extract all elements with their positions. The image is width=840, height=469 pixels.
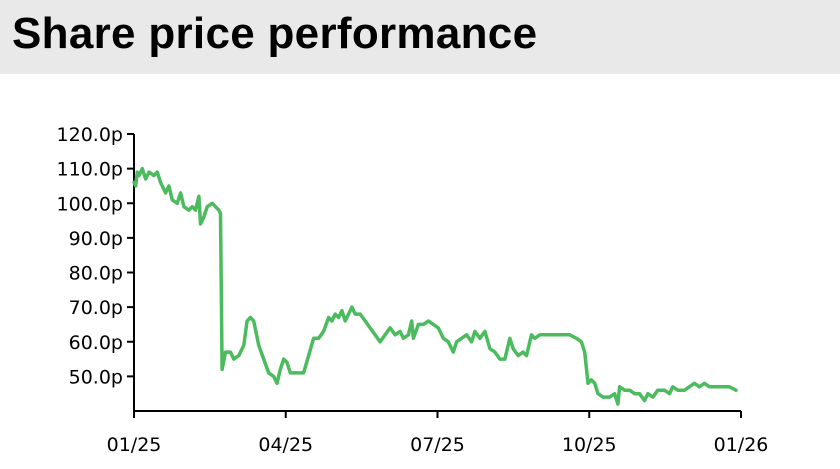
- chart-title: Share price performance: [12, 9, 538, 58]
- y-tick-label: 90.0p: [69, 228, 123, 250]
- y-tick-label: 70.0p: [69, 297, 123, 319]
- y-tick-label: 100.0p: [57, 193, 123, 215]
- y-tick-label: 110.0p: [57, 159, 123, 181]
- y-axis: 120.0p 110.0p 100.0p 90.0p 80.0p 70.0p 60.0p 50…: [57, 124, 135, 411]
- y-tick-label: 50.0p: [69, 366, 123, 388]
- x-axis: 01/25 04/25 07/25 10/25 01/26: [107, 410, 769, 456]
- x-tick-label: 07/25: [410, 434, 465, 456]
- share-price-line: [132, 166, 738, 406]
- y-tick-label: 80.0p: [69, 263, 123, 285]
- title-bar: Share price performance: [0, 0, 840, 74]
- x-tick-label: 01/25: [107, 434, 162, 456]
- y-tick-label: 120.0p: [57, 124, 123, 146]
- y-tick-label: 60.0p: [69, 332, 123, 354]
- x-tick-label: 04/25: [258, 434, 313, 456]
- series-group: [132, 166, 738, 406]
- x-tick-label: 01/26: [714, 434, 769, 456]
- x-tick-label: 10/25: [562, 434, 617, 456]
